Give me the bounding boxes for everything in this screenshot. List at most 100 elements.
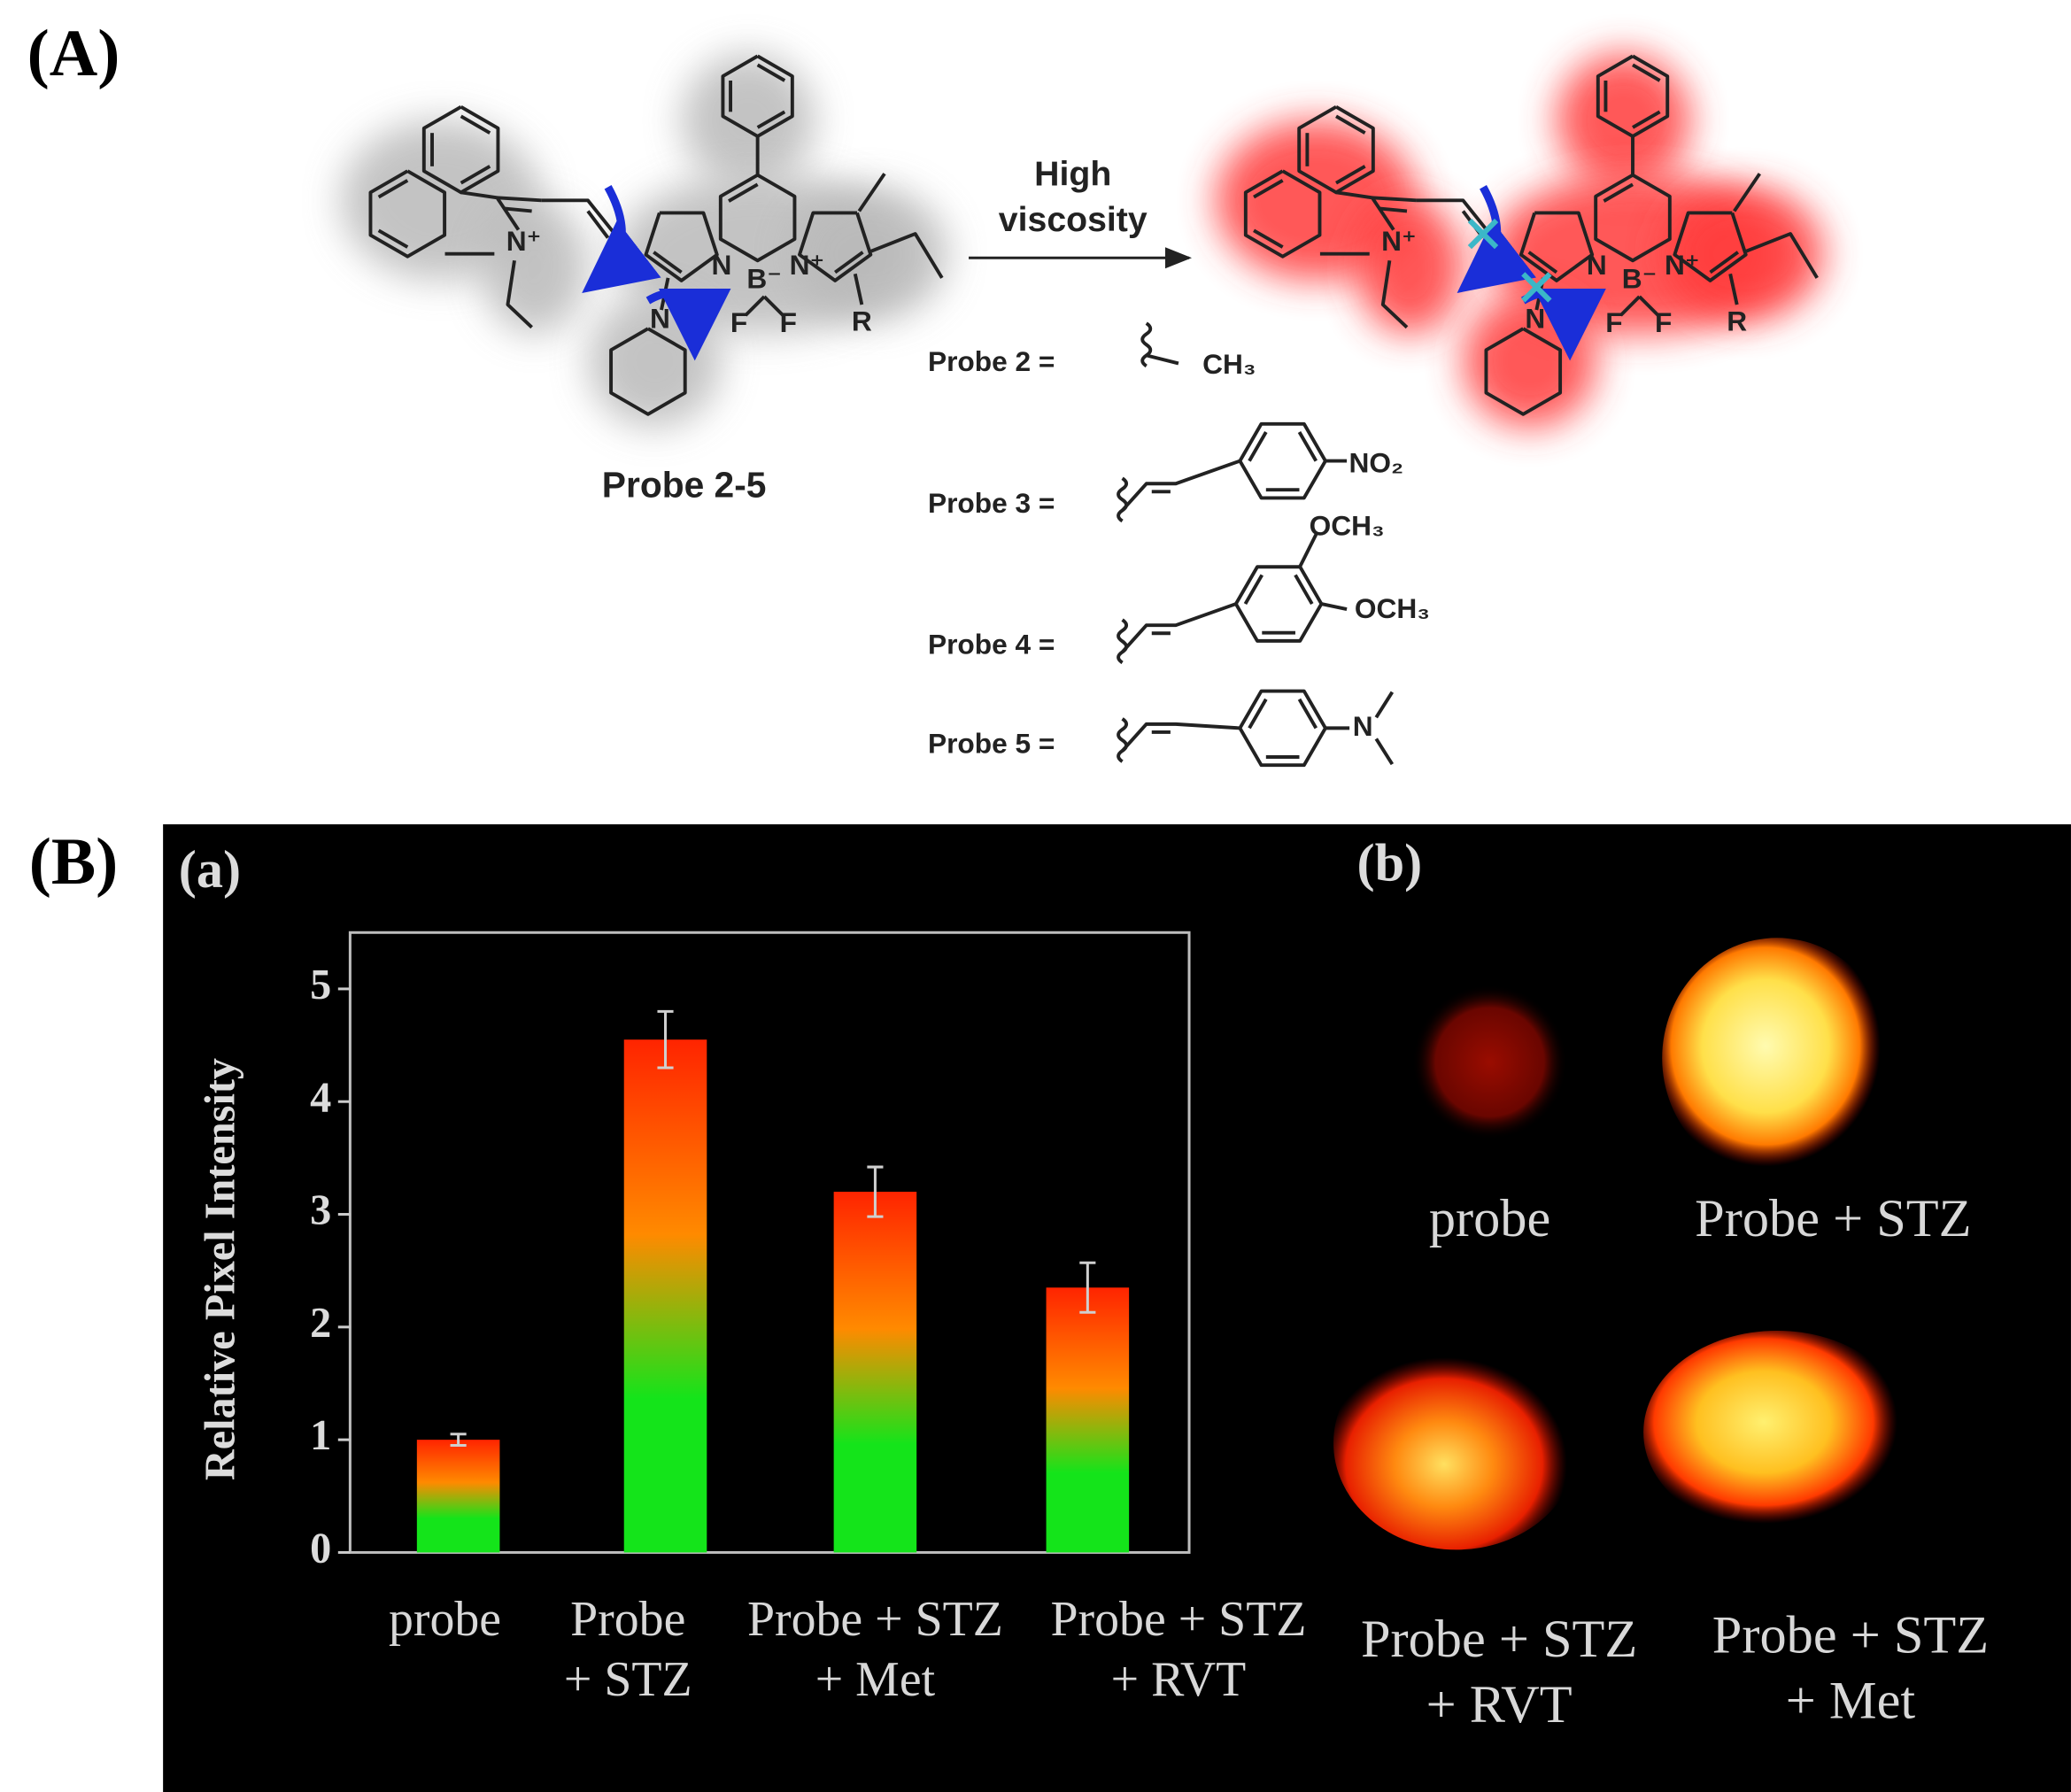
atom-label: F [1605,306,1622,338]
panel-label: (A) [27,17,120,90]
image-caption: probe [1428,1187,1551,1248]
atom-label: N⁺ [506,225,542,257]
bond [1596,54,1670,138]
bond [503,206,532,213]
bond [1297,698,1318,730]
x-tick-label: Probe + STZ + Met [746,1592,1003,1708]
glow [1663,187,1824,321]
atom-label: N [1587,249,1607,281]
bond [798,211,873,282]
bond [1372,196,1417,203]
bond [1374,738,1395,766]
group-label: OCH₃ [1355,592,1430,624]
reaction-condition: High [1034,155,1111,194]
substituent-label: Probe 2 = [928,345,1055,377]
wavy-bond [1117,618,1129,665]
atom-label: R [852,305,872,337]
rotation-arrow [582,185,661,293]
atom-label: N [711,249,731,281]
bond [853,273,864,305]
bond [762,295,784,317]
atom-label: B⁻ [1622,262,1658,294]
bond [1253,228,1284,249]
tissue-image [1333,1335,1580,1550]
panel-sublabel: (a) [179,840,241,900]
bond [1233,565,1324,643]
group-label: CH₃ [1202,348,1256,380]
bond [1594,173,1672,263]
bond [1380,259,1409,329]
bond [1297,431,1318,462]
plot-frame [348,931,1191,1554]
glow [681,53,815,188]
rotation-arrow [1521,288,1606,361]
bond [1467,218,1499,250]
bond-layer [368,54,1819,768]
image-caption: Probe + STZ [1695,1187,1972,1248]
atom-label: N⁺ [790,249,825,281]
wavy-bond [1140,321,1153,368]
bond [1335,165,1366,185]
bond [1121,722,1240,753]
bond [1238,421,1327,500]
glow-layer [340,53,1824,428]
y-tick-label: 4 [310,1074,331,1121]
bar [623,1039,707,1553]
bond [1632,110,1661,129]
atom-label: N⁺ [1381,225,1417,257]
bond [497,196,542,203]
image-caption: Probe + STZ [1695,1187,1972,1248]
bond [1619,295,1641,317]
tissue-image [1643,1330,1911,1534]
glow [788,187,949,321]
bond [756,63,786,82]
atom-label: B⁻ [746,262,782,294]
bond [1709,251,1740,274]
glow [481,200,588,335]
glow [1557,53,1690,188]
image-caption: probe [1428,1187,1551,1248]
image-caption: Probe + STZ + RVT [1360,1608,1638,1734]
bond [1294,574,1314,606]
tissue-image [1662,938,1892,1178]
bond [1733,173,1761,212]
bond [1745,232,1819,279]
x-tick-label: probe [388,1592,502,1648]
panel-sublabel: (b) [1356,834,1422,893]
bond [1521,272,1552,303]
bond [460,114,491,135]
bond [1335,114,1366,135]
x-tick-label: Probe + STZ [563,1592,692,1708]
bar [1046,1287,1130,1553]
tissue-image [1412,985,1568,1140]
group-label: NO₂ [1348,447,1403,479]
substituent-label: Probe 5 = [928,727,1055,759]
rotation-arrow [645,288,731,361]
bond [1728,273,1739,305]
bond [1121,602,1237,653]
y-tick-label: 1 [310,1412,331,1459]
image-caption: Probe + STZ + Met [1712,1604,1989,1730]
atom-label: F [730,306,747,338]
bond [1673,211,1748,282]
bond [1379,206,1408,213]
atom-label: N [1525,303,1545,335]
glow [1356,200,1464,335]
bond [377,179,409,199]
x-tick-label: Probe + STZ + Met [746,1592,1003,1708]
reaction-condition: viscosity [999,200,1148,239]
bond [833,251,864,274]
atom-label: N [650,303,670,335]
image-caption: Probe + STZ + RVT [1360,1608,1638,1734]
bond [1638,295,1660,317]
bond [1146,353,1179,366]
bond [1374,691,1395,719]
bond [460,190,521,231]
bond [728,182,759,203]
bond [1243,169,1322,259]
bond [377,228,409,249]
atom-label: R [1727,305,1747,337]
atom-label: N⁺ [1665,249,1700,281]
bond [718,173,797,263]
